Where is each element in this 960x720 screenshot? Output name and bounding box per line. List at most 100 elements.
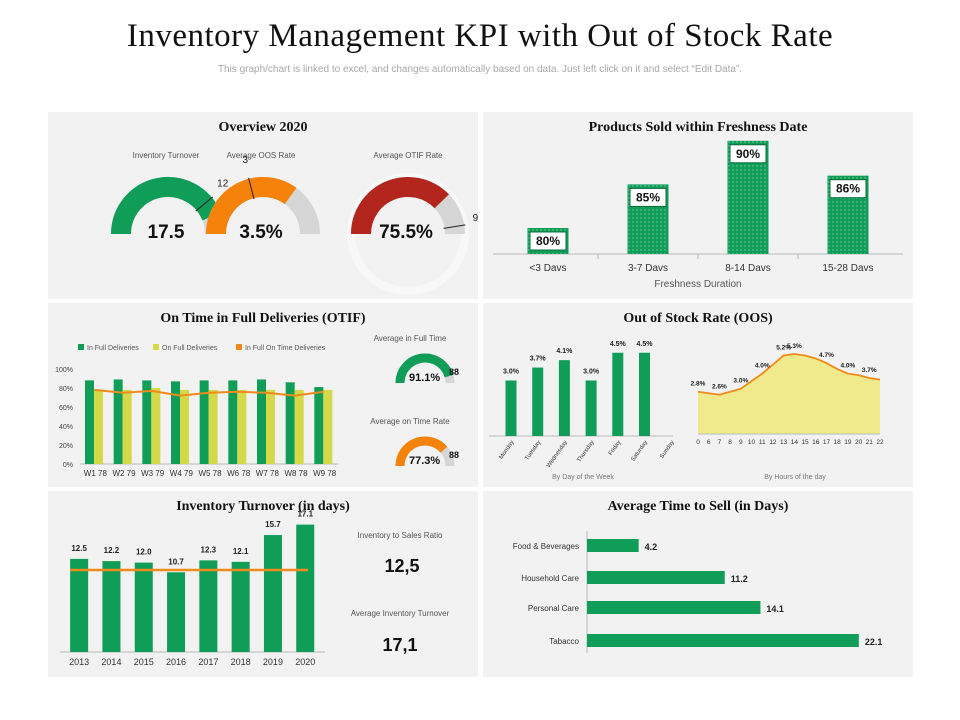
gauge-target-tick bbox=[443, 224, 466, 229]
point-label: 4.7% bbox=[819, 352, 834, 359]
bar bbox=[587, 634, 859, 647]
gauge-label: Average OOS Rate bbox=[227, 151, 296, 160]
bar bbox=[231, 561, 250, 652]
y-tick: Household Care bbox=[521, 574, 579, 583]
bar-label: 11.2 bbox=[731, 574, 748, 584]
bar-on-full bbox=[94, 389, 103, 464]
oos-chart: 3.0% Monday 3.7% Tuesday 4.1% Wednesday 3.0% Th… bbox=[489, 341, 884, 481]
bar-label: 17.1 bbox=[297, 510, 313, 519]
gauge-1-fill bbox=[206, 177, 297, 235]
y-tick: 100% bbox=[55, 367, 73, 374]
oos-panel[interactable]: Out of Stock Rate (OOS) 3.0% Monday 3.7% Tu… bbox=[483, 303, 913, 487]
time-to-sell-panel[interactable]: Average Time to Sell (in Days) 4.2 Food &… bbox=[483, 491, 913, 677]
bar-label-box bbox=[629, 187, 667, 207]
bar-on-full bbox=[266, 389, 275, 464]
line-in-full-on-time bbox=[94, 388, 324, 397]
x-tick: 17 bbox=[823, 439, 831, 446]
x-tick: 15-28 Davs bbox=[822, 263, 873, 274]
bar-label-box bbox=[829, 179, 867, 199]
x-tick: W6 78 bbox=[227, 469, 251, 478]
x-tick: 6 bbox=[707, 439, 711, 446]
gauge-target-label: 12 bbox=[217, 179, 229, 190]
bar bbox=[102, 561, 121, 652]
x-tick: 2014 bbox=[101, 657, 121, 667]
x-tick: 18 bbox=[834, 439, 842, 446]
overview-panel[interactable]: Overview 2020 Inventory Turnover 12 17.5 Av… bbox=[48, 112, 484, 299]
gauge-label: Inventory Turnover bbox=[133, 151, 200, 160]
x-tick: W2 79 bbox=[112, 469, 136, 478]
bar-on-full bbox=[180, 389, 189, 464]
bar-label: 80% bbox=[536, 234, 560, 248]
y-tick: Personal Care bbox=[528, 604, 580, 613]
bar-label: 12.5 bbox=[71, 544, 87, 553]
bar-label: 3.7% bbox=[530, 356, 547, 363]
x-label: By Hours of the day bbox=[764, 474, 826, 481]
x-tick: 0 bbox=[696, 439, 700, 446]
x-tick: 10 bbox=[748, 439, 756, 446]
freshness-panel[interactable]: Products Sold within Freshness Date 80% <… bbox=[483, 112, 913, 299]
x-tick: 13 bbox=[780, 439, 788, 446]
point-label: 5.2% bbox=[776, 344, 791, 351]
bar-label: 3.0% bbox=[583, 369, 600, 376]
x-tick: 2017 bbox=[198, 657, 218, 667]
side-gauge-value: 77.3% bbox=[409, 455, 440, 467]
bar-on-full bbox=[122, 389, 132, 464]
x-tick: 7 bbox=[718, 439, 722, 446]
bar bbox=[296, 524, 315, 652]
x-tick: 2019 bbox=[263, 657, 283, 667]
x-tick: 14 bbox=[791, 439, 799, 446]
x-tick: 2018 bbox=[231, 657, 251, 667]
bar-in-full bbox=[85, 380, 94, 464]
ratio-value: 12,5 bbox=[384, 556, 419, 576]
x-label: By Day of the Week bbox=[552, 474, 614, 481]
gauge-value: 17.5 bbox=[148, 222, 185, 243]
x-tick: 15 bbox=[801, 439, 809, 446]
bar bbox=[587, 539, 639, 552]
bar-in-full bbox=[228, 380, 238, 464]
gauge-value: 3.5% bbox=[239, 222, 282, 243]
x-tick: 19 bbox=[844, 439, 852, 446]
overview-gauges: Inventory Turnover 12 17.5 Average OOS Rate… bbox=[111, 151, 484, 295]
legend-swatch bbox=[236, 344, 242, 350]
y-tick: 80% bbox=[59, 386, 73, 393]
bar-label-box bbox=[729, 144, 767, 164]
page-title: Inventory Management KPI with Out of Sto… bbox=[126, 18, 834, 54]
area-fill bbox=[698, 353, 880, 434]
side-gauge-fill bbox=[395, 436, 448, 467]
bar-in-full bbox=[113, 379, 123, 464]
bar-label: 4.1% bbox=[556, 348, 573, 355]
x-tick: 2020 bbox=[295, 657, 315, 667]
bar-in-full bbox=[257, 379, 266, 464]
x-tick: Wednesday bbox=[546, 440, 569, 469]
bar bbox=[587, 601, 761, 614]
bar-label: 4.5% bbox=[637, 341, 654, 348]
ratio-label: Inventory to Sales Ratio bbox=[358, 531, 443, 540]
x-tick: 8-14 Davs bbox=[725, 263, 771, 274]
y-tick: Tabacco bbox=[549, 637, 579, 646]
x-tick: 3-7 Davs bbox=[628, 263, 668, 274]
freshness-chart: 80% <3 Davs 85% 3-7 Davs 90% 8-14 Davs 86% 15-2… bbox=[493, 140, 903, 290]
gauge-target-tick bbox=[248, 177, 255, 200]
bar-on-full bbox=[237, 389, 247, 464]
point-label: 3.7% bbox=[862, 367, 877, 374]
bar-in-full bbox=[285, 382, 295, 464]
x-tick: W9 78 bbox=[313, 469, 337, 478]
bar-on-full bbox=[294, 389, 304, 464]
gauge-label: Average OTIF Rate bbox=[373, 151, 443, 160]
bar bbox=[639, 352, 650, 436]
bar-label: 3.0% bbox=[503, 369, 520, 376]
point-label: 4.0% bbox=[755, 363, 770, 370]
y-tick: Food & Beverages bbox=[513, 542, 579, 551]
avg-label: Average Inventory Turnover bbox=[351, 609, 450, 618]
x-tick: 2016 bbox=[166, 657, 186, 667]
x-tick: Tuesday bbox=[524, 440, 542, 462]
turnover-panel[interactable]: Inventory Turnover (in days) 12.5 2013 12.… bbox=[48, 491, 478, 677]
bar-label-box bbox=[529, 231, 567, 251]
bar-in-full bbox=[314, 387, 324, 464]
side-gauge-value: 91.1% bbox=[409, 372, 440, 384]
bar bbox=[587, 571, 725, 584]
otif-panel[interactable]: On Time in Full Deliveries (OTIF) In Ful… bbox=[48, 303, 478, 487]
point-label: 2.6% bbox=[712, 384, 727, 391]
x-tick: 12 bbox=[769, 439, 777, 446]
x-tick: 21 bbox=[866, 439, 874, 446]
